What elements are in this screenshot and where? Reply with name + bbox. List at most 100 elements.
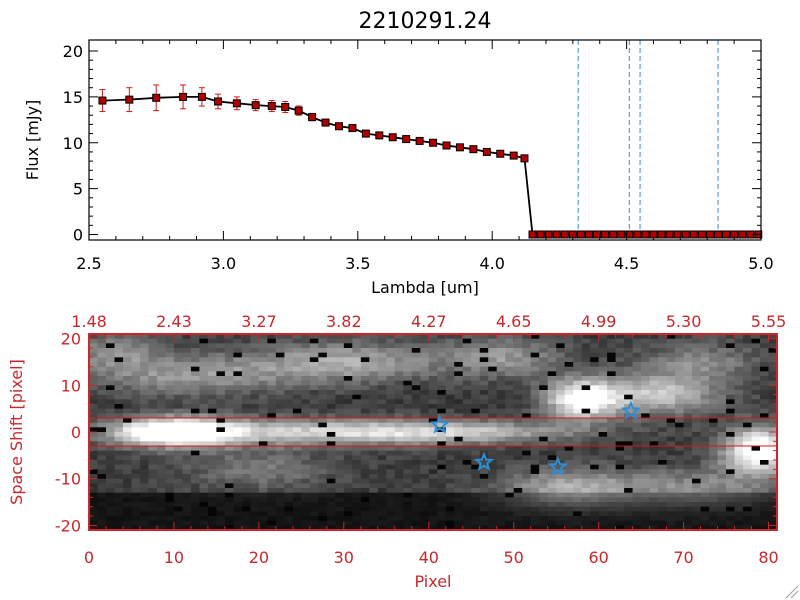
resize-grip-icon[interactable] [785, 585, 799, 599]
image-pixel [726, 474, 736, 480]
image-pixel [522, 450, 532, 456]
image-pixel [377, 516, 387, 522]
image-pixel [148, 520, 158, 526]
image-pixel [479, 460, 489, 466]
image-pixel [343, 497, 353, 503]
image-pixel [530, 357, 540, 363]
image-pixel [615, 455, 625, 461]
image-pixel [768, 348, 778, 354]
image-pixel [352, 394, 362, 400]
image-pixel [148, 436, 158, 442]
image-pixel [105, 460, 116, 466]
image-pixel [318, 418, 328, 424]
image-pixel [275, 492, 285, 498]
image-pixel [726, 418, 736, 424]
image-pixel [743, 492, 753, 498]
image-pixel [403, 520, 413, 526]
image-pixel [539, 413, 549, 419]
image-pixel [768, 413, 778, 419]
image-pixel [292, 338, 302, 344]
image-pixel [675, 520, 685, 526]
image-pixel [394, 352, 404, 358]
image-pixel [675, 525, 685, 531]
image-pixel [428, 474, 438, 480]
image-pixel [496, 338, 506, 344]
image-pixel [309, 469, 319, 475]
image-pixel [241, 455, 251, 461]
image-pixel [207, 441, 217, 447]
image-pixel [301, 404, 311, 410]
image-pixel [360, 488, 370, 494]
image-pixel [301, 338, 311, 344]
image-pixel [505, 352, 515, 358]
image-pixel [700, 492, 710, 498]
image-pixel [258, 488, 268, 494]
image-pixel [692, 474, 702, 480]
image-pixel [760, 492, 770, 498]
image-pixel [726, 338, 736, 344]
image-pixel [207, 408, 217, 414]
image-pixel [624, 380, 634, 386]
image-pixel [454, 366, 464, 372]
image-pixel [394, 376, 404, 382]
image-pixel [709, 338, 719, 344]
image-pixel [471, 460, 481, 466]
image-pixel [122, 366, 133, 372]
image-pixel [352, 399, 362, 405]
image-pixel [292, 525, 302, 531]
image-pixel [335, 380, 345, 386]
image-pixel [437, 436, 447, 442]
image-pixel [624, 399, 634, 405]
image-pixel [547, 362, 557, 368]
image-pixel [241, 478, 251, 484]
image-pixel [581, 394, 591, 400]
image-pixel [182, 446, 192, 452]
image-pixel [377, 352, 387, 358]
image-pixel [377, 385, 387, 391]
image-pixel [233, 432, 243, 438]
image-pixel [717, 520, 727, 526]
image-pixel [89, 483, 99, 489]
image-pixel [369, 502, 379, 508]
image-pixel [326, 413, 336, 419]
image-pixel [216, 385, 226, 391]
image-pixel [505, 460, 515, 466]
image-pixel [250, 516, 260, 522]
image-pixel [649, 432, 659, 438]
image-pixel [454, 408, 464, 414]
image-pixel [641, 399, 651, 405]
image-pixel [454, 488, 464, 494]
image-pixel [224, 525, 234, 531]
image-pixel [97, 380, 107, 386]
image-pixel [564, 455, 574, 461]
top-axis-label: 4.27 [411, 312, 447, 331]
image-pixel [496, 469, 506, 475]
image-pixel [352, 357, 362, 363]
image-pixel [318, 376, 328, 382]
image-pixel [564, 394, 574, 400]
image-pixel [700, 432, 710, 438]
image-pixel [692, 362, 702, 368]
image-pixel [233, 460, 243, 466]
image-pixel [190, 446, 201, 452]
image-pixel [768, 464, 778, 470]
image-pixel [573, 338, 583, 344]
image-pixel [182, 492, 192, 498]
image-pixel [607, 366, 617, 372]
image-pixel [267, 362, 277, 368]
image-pixel [386, 404, 396, 410]
image-pixel [734, 483, 744, 489]
image-pixel [692, 385, 702, 391]
image-pixel [666, 441, 676, 447]
image-pixel [513, 338, 523, 344]
image-pixel [590, 385, 600, 391]
image-pixel [428, 506, 438, 512]
image-pixel [632, 380, 642, 386]
image-pixel [581, 460, 591, 466]
image-pixel [743, 334, 753, 340]
image-pixel [734, 376, 744, 382]
image-pixel [641, 460, 651, 466]
image-pixel [581, 483, 591, 489]
image-pixel [454, 422, 464, 428]
image-pixel [420, 474, 430, 480]
